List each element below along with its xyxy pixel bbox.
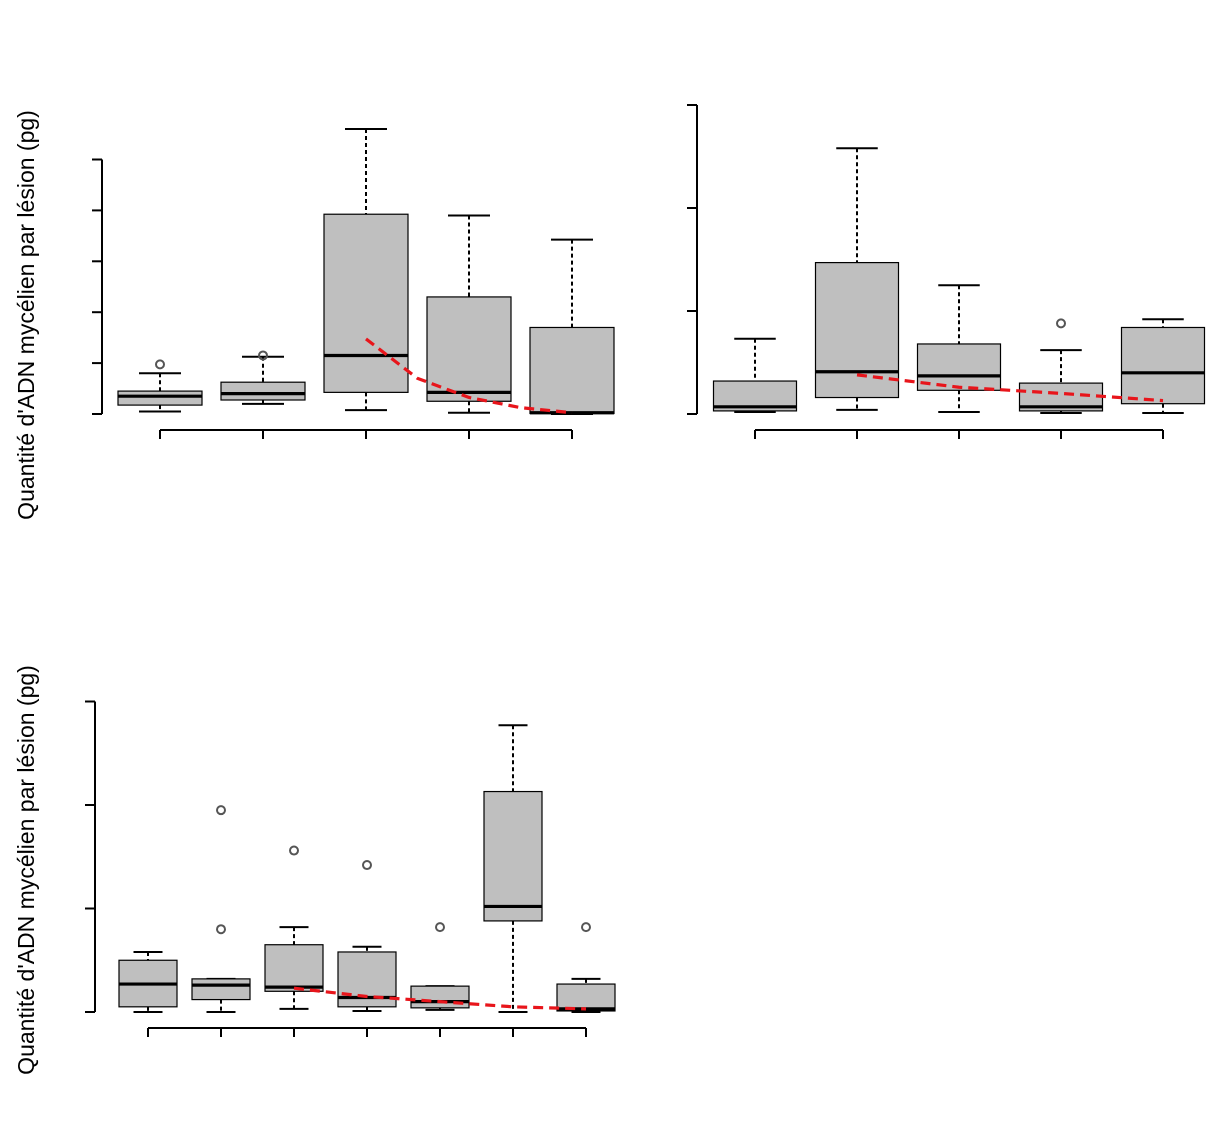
box-day-7 (191, 805, 251, 1013)
box-day-8 (916, 284, 1002, 413)
outlier-point (258, 350, 268, 361)
box-day-9 (1018, 318, 1104, 414)
outlier-point (1056, 318, 1066, 329)
box-day-6 (118, 950, 178, 1013)
box-day-10 (1120, 318, 1206, 414)
box-day-12 (556, 922, 616, 1013)
box-iqr (191, 978, 251, 1001)
box-day-10 (529, 238, 615, 415)
y-axis-label-bottom: Quantité d'ADN mycélien par lésion (pg) (13, 665, 39, 1075)
box-iqr (323, 213, 409, 393)
box-iqr (220, 381, 306, 401)
box-day-10 (410, 922, 470, 1011)
trend-line (856, 373, 1164, 403)
trend-line (293, 986, 587, 1011)
box-day-7 (814, 147, 900, 411)
trend-line (365, 337, 573, 415)
chart-irat (85, 700, 616, 1037)
box-iqr (264, 944, 324, 992)
box-iqr (529, 326, 615, 415)
box-iqr (483, 790, 543, 922)
box-iqr (814, 261, 900, 399)
outlier-point (362, 860, 372, 871)
box-day-6 (117, 359, 203, 413)
box-iqr (426, 296, 512, 402)
y-axis-label-top: Quantité d'ADN mycélien par lésion (pg) (13, 110, 39, 520)
box-iqr (1120, 326, 1206, 405)
outlier-point (155, 359, 165, 370)
box-day-9 (426, 214, 512, 414)
box-iqr (556, 983, 616, 1012)
outlier-point (216, 805, 226, 816)
chart-bomba (687, 104, 1206, 439)
box-day-7 (220, 350, 306, 405)
box-day-9 (337, 860, 397, 1012)
box-iqr (117, 390, 203, 406)
box-day-11 (483, 724, 543, 1013)
outlier-point (289, 845, 299, 856)
box-day-8 (323, 127, 409, 412)
box-day-8 (264, 845, 324, 1010)
outlier-point (581, 922, 591, 933)
chart-ariete (92, 127, 615, 439)
outlier-point (435, 922, 445, 933)
box-iqr (916, 343, 1002, 391)
outlier-point (216, 924, 226, 935)
box-day-6 (712, 337, 798, 413)
